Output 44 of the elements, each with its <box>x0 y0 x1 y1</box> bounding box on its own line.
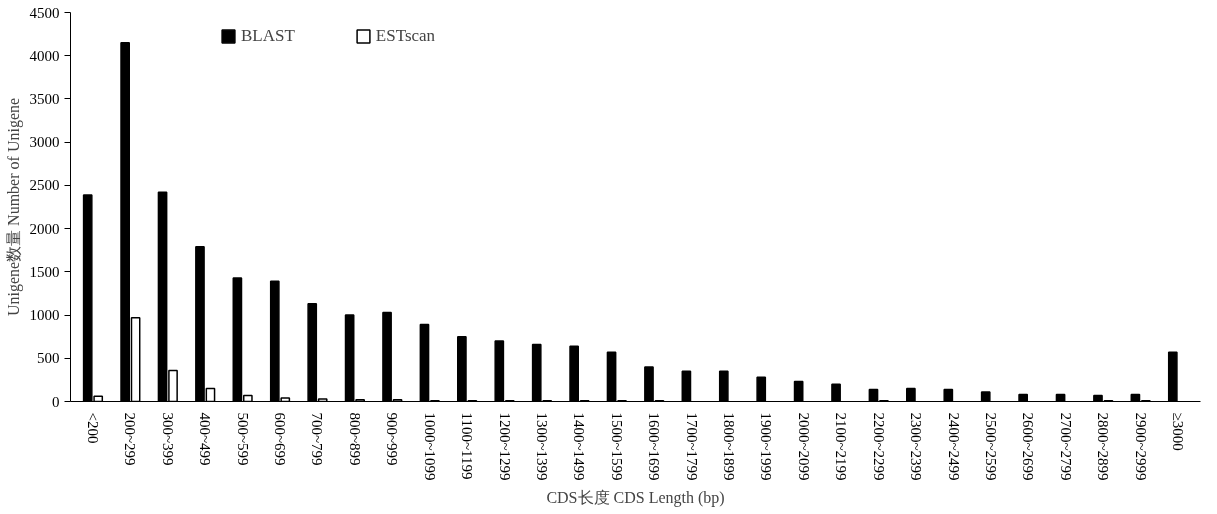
y-tick-label: 1500 <box>29 263 60 280</box>
x-tick-label: 300~399 <box>159 412 176 466</box>
x-tick-label: 1000~1099 <box>421 412 438 481</box>
x-tick-label: 1100~1199 <box>459 412 476 480</box>
y-axis-title: Unigene数量 Number of Unigene <box>4 97 23 317</box>
y-tick-label: 3000 <box>29 134 60 151</box>
y-tick-label: 3500 <box>29 90 60 107</box>
legend-label: BLAST <box>241 26 295 46</box>
x-tick-label: 2500~2599 <box>982 412 999 481</box>
y-tick-label: 2000 <box>29 220 60 237</box>
x-tick-label: 2800~2899 <box>1095 412 1112 481</box>
x-tick-label: 1400~1499 <box>571 412 588 481</box>
x-tick-label: 2900~2999 <box>1132 412 1149 481</box>
y-tick-label: 500 <box>37 350 60 367</box>
x-tick-label: 500~599 <box>234 412 251 466</box>
x-tick-label: 2100~2199 <box>833 412 850 481</box>
x-tick-label: 800~899 <box>346 412 363 466</box>
x-tick-label: 200~299 <box>122 412 139 466</box>
x-tick-label: 900~999 <box>384 412 401 466</box>
x-tick-label: 2300~2399 <box>908 412 925 481</box>
x-axis-title: CDS长度 CDS Length (bp) <box>546 488 725 507</box>
y-tick-label: 1000 <box>29 307 60 324</box>
x-tick-label: 400~499 <box>197 412 214 466</box>
x-tick-label: 700~799 <box>309 412 326 466</box>
x-tick-label: 1300~1399 <box>533 412 550 481</box>
y-tick-label: 4500 <box>29 4 60 21</box>
legend-label: ESTscan <box>375 26 436 46</box>
x-tick-label: 1600~1699 <box>646 412 663 481</box>
x-tick-label: 2000~2099 <box>795 412 812 481</box>
x-tick-label: 1700~1799 <box>683 412 700 481</box>
y-tick-label: 2500 <box>29 177 60 194</box>
y-tick-label: 0 <box>52 393 60 410</box>
x-tick-label: 2600~2699 <box>1020 412 1037 481</box>
x-tick-label: 1200~1299 <box>496 412 513 481</box>
x-tick-label: 2200~2299 <box>870 412 887 481</box>
y-tick-label: 4000 <box>29 47 60 64</box>
x-tick-label: 600~699 <box>272 412 289 466</box>
x-tick-label: 2400~2499 <box>945 412 962 481</box>
x-tick-label: 1800~1899 <box>721 412 738 481</box>
x-tick-label: 1500~1599 <box>608 412 625 481</box>
x-tick-label: 1900~1999 <box>758 412 775 481</box>
x-tick-label: <200 <box>84 412 101 444</box>
x-tick-label: ≥3000 <box>1170 412 1187 451</box>
x-tick-label: 2700~2799 <box>1057 412 1074 481</box>
